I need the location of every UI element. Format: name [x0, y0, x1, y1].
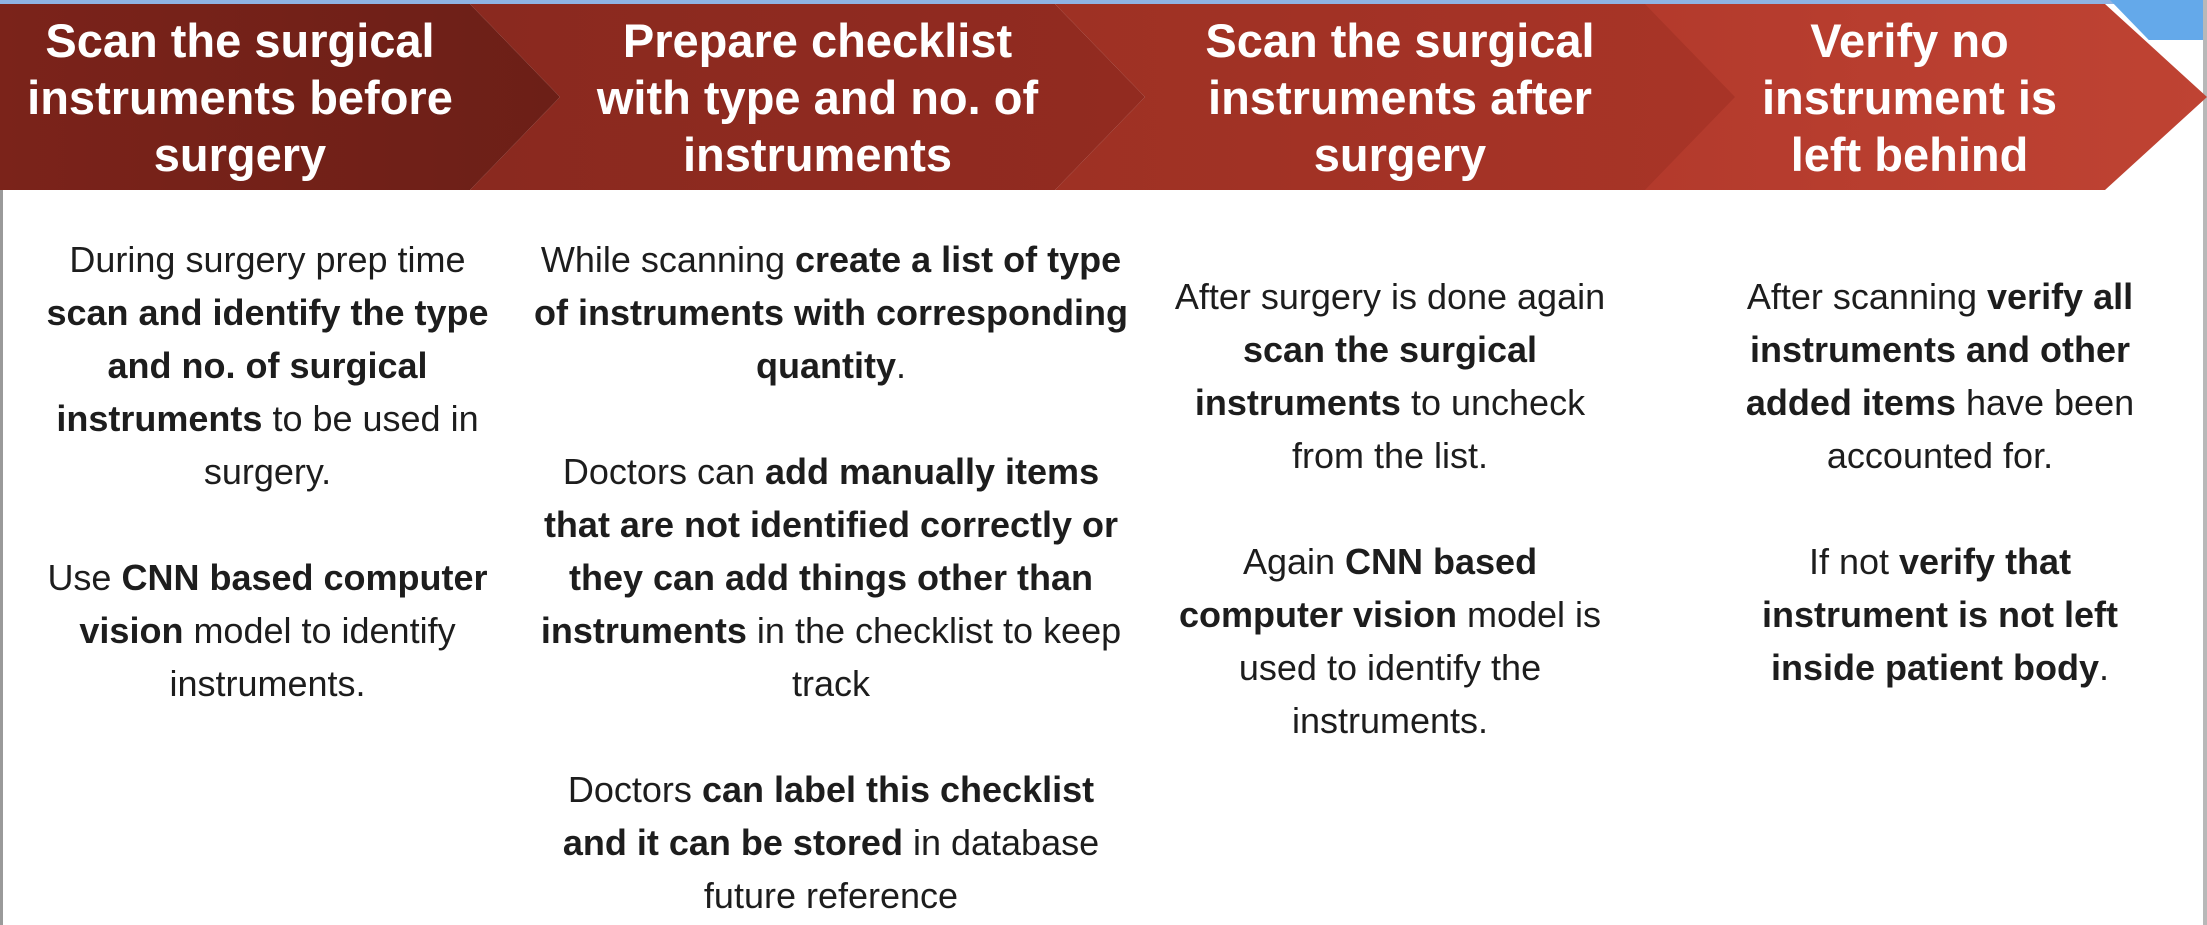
emphasis-text: scan the surgical instruments: [1194, 329, 1538, 423]
body-text: .: [895, 345, 906, 386]
body-text: .: [2099, 647, 2110, 688]
body-text: Use: [47, 557, 122, 598]
step-1-paragraph: Use CNN based computer vision model to i…: [40, 551, 495, 710]
step-1-description: During surgery prep time scan and identi…: [40, 233, 495, 710]
emphasis-text: verify that instrument is not left insid…: [1761, 541, 2118, 688]
body-text: model is used to identify the instrument…: [1238, 594, 1602, 741]
body-text: to uncheck from the list.: [1291, 382, 1586, 476]
emphasis-text: scan and identify the type and no. of su…: [46, 292, 489, 439]
body-text: have been accounted for.: [1826, 382, 2135, 476]
top-edge-strip: [0, 0, 2207, 4]
step-4-title: Verify no instrument is left behind: [1761, 13, 2058, 181]
body-text: Doctors can: [562, 451, 765, 492]
step-3-title: Scan the surgical instruments after surg…: [1205, 13, 1595, 181]
step-3-description: After surgery is done again scan the sur…: [1170, 270, 1610, 747]
right-border-line: [2203, 0, 2207, 925]
step-4-description: After scanning verify all instruments an…: [1728, 270, 2152, 694]
step-4-paragraph: If not verify that instrument is not lef…: [1728, 535, 2152, 694]
emphasis-text: CNN based computer vision: [79, 557, 488, 651]
step-3-paragraph: Again CNN based computer vision model is…: [1170, 535, 1610, 747]
step-2-paragraph: Doctors can label this checklist and it …: [533, 763, 1129, 922]
step-3-paragraph: After surgery is done again scan the sur…: [1170, 270, 1610, 482]
step-4-paragraph: After scanning verify all instruments an…: [1728, 270, 2152, 482]
process-banner: Scan the surgical instruments before sur…: [0, 4, 2207, 190]
step-2-description: While scanning create a list of type of …: [533, 233, 1129, 922]
body-text: While scanning: [540, 239, 795, 280]
step-1-title: Scan the surgical instruments before sur…: [27, 13, 453, 181]
step-3-chevron: Scan the surgical instruments after surg…: [1055, 4, 1735, 190]
body-text: in the checklist to keep track: [746, 610, 1122, 704]
body-text: During surgery prep time: [69, 239, 466, 280]
emphasis-text: create a list of type of instruments wit…: [533, 239, 1129, 386]
step-2-title: Prepare checklist with type and no. of i…: [596, 13, 1039, 181]
step-2-paragraph: Doctors can add manually items that are …: [533, 445, 1129, 710]
body-text: After surgery is done again: [1174, 276, 1606, 317]
emphasis-text: add manually items that are not identifi…: [540, 451, 1119, 651]
body-text: If not: [1808, 541, 1899, 582]
body-text: Doctors: [567, 769, 702, 810]
body-text: to be used in surgery.: [203, 398, 479, 492]
body-text: model to identify instruments.: [169, 610, 456, 704]
step-1-paragraph: During surgery prep time scan and identi…: [40, 233, 495, 498]
step-4-chevron: Verify no instrument is left behind: [1640, 4, 2207, 190]
step-2-paragraph: While scanning create a list of type of …: [533, 233, 1129, 392]
body-text: Again: [1242, 541, 1346, 582]
left-border-line: [0, 190, 3, 925]
body-text: After scanning: [1746, 276, 1988, 317]
step-1-chevron: Scan the surgical instruments before sur…: [0, 4, 560, 190]
step-2-chevron: Prepare checklist with type and no. of i…: [470, 4, 1145, 190]
emphasis-text: CNN based computer vision: [1178, 541, 1538, 635]
body-text: in database future reference: [703, 822, 1100, 916]
emphasis-text: can label this checklist and it can be s…: [562, 769, 1095, 863]
emphasis-text: verify all instruments and other added i…: [1745, 276, 2134, 423]
